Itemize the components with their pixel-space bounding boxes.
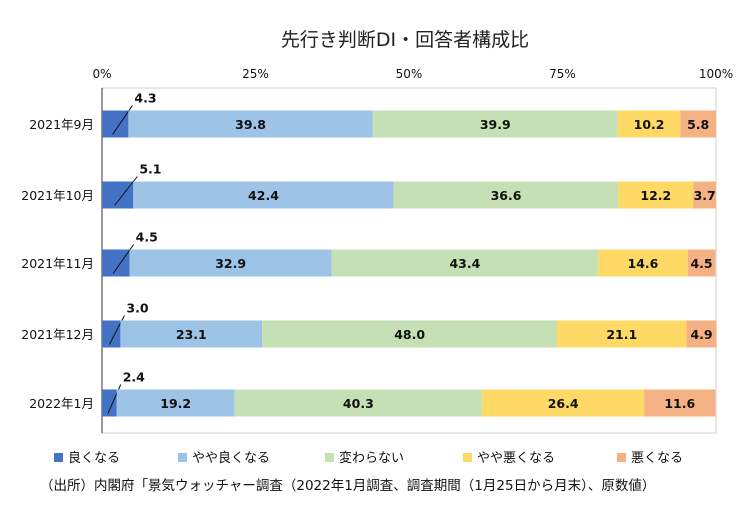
bar-segment [331,249,599,277]
data-label: 2.4 [123,370,145,385]
data-label: 32.9 [215,256,246,271]
bar-segment [644,389,716,417]
legend-swatch [617,453,626,462]
data-label: 12.2 [640,188,671,203]
bar-segment [598,249,688,277]
x-tick-label: 25% [242,67,269,81]
x-axis-ticks: 0% 25% 50% 75% 100% [92,67,733,81]
bar-segment [482,389,645,417]
x-tick-label: 0% [92,67,111,81]
x-tick-label: 50% [396,67,423,81]
legend-swatch [463,453,472,462]
legend: 良くなる やや良くなる 変わらない やや悪くなる 悪くなる [54,450,683,466]
bar-segment [116,389,235,417]
data-label: 4.5 [690,256,712,271]
bar-segment [618,181,694,209]
data-label: 4.9 [690,327,712,342]
bar-segment [262,320,557,348]
legend-label: やや悪くなる [477,451,555,466]
bar-segment [102,110,129,138]
legend-swatch [178,453,187,462]
data-label: 5.1 [139,162,161,177]
legend-label: 良くなる [68,450,120,466]
data-label: 19.2 [160,396,191,411]
leader-line [112,105,133,135]
data-label: 40.3 [343,396,374,411]
x-tick-label: 75% [549,67,576,81]
category-label: 2021年12月 [21,327,94,342]
data-label: 42.4 [248,188,279,203]
bar-segment [686,320,717,348]
legend-label: 変わらない [339,450,404,466]
bar-segment [693,181,716,209]
leader-line [112,244,135,274]
data-label: 36.6 [491,188,522,203]
data-label: 23.1 [176,327,207,342]
bar-segment [102,249,130,277]
bar-segment [120,320,263,348]
legend-label: やや良くなる [192,450,270,466]
category-label: 2021年10月 [21,188,94,203]
bar-segment [687,249,716,277]
leader-line [114,176,138,206]
bar-segment [393,181,619,209]
bar-segment [102,389,117,417]
data-label: 26.4 [548,396,579,411]
leader-line [107,384,122,414]
data-label: 39.9 [480,117,511,132]
bars: 2021年9月 4.3 39.8 39.9 10.2 5.8 2021年10月 5.1 42.4… [21,87,717,434]
data-label: 10.2 [634,117,665,132]
category-label: 2021年11月 [21,256,94,271]
bar-segment [556,320,687,348]
bar-segment [129,249,332,277]
chart-title: 先行き判断DI・回答者構成比 [281,29,529,51]
data-label: 21.1 [606,327,637,342]
data-label: 14.6 [628,256,659,271]
x-tick-label: 100% [699,67,733,81]
bar-segment [234,389,483,417]
bar-segment [128,110,373,138]
bar-segment [133,181,394,209]
data-label: 48.0 [394,327,425,342]
legend-label: 悪くなる [631,451,683,466]
data-label: 39.8 [235,117,266,132]
bar-segment [680,110,716,138]
data-label: 4.3 [134,91,156,106]
category-label: 2021年9月 [29,117,94,132]
legend-swatch [325,453,334,462]
data-label: 4.5 [136,230,158,245]
bar-segment [617,110,681,138]
bar-segment [102,181,134,209]
data-label: 3.7 [694,188,716,203]
category-label: 2022年1月 [29,396,94,411]
leader-line [108,315,125,345]
data-label: 3.0 [126,301,148,316]
bar-segment [102,320,121,348]
legend-swatch [54,453,63,462]
data-label: 43.4 [449,256,480,271]
bar-segment [372,110,618,138]
source-note: （出所）内閣府「景気ウォッチャー調査（2022年1月調査、調査期間（1月25日か… [40,478,655,494]
data-label: 11.6 [664,396,695,411]
data-label: 5.8 [687,117,709,132]
